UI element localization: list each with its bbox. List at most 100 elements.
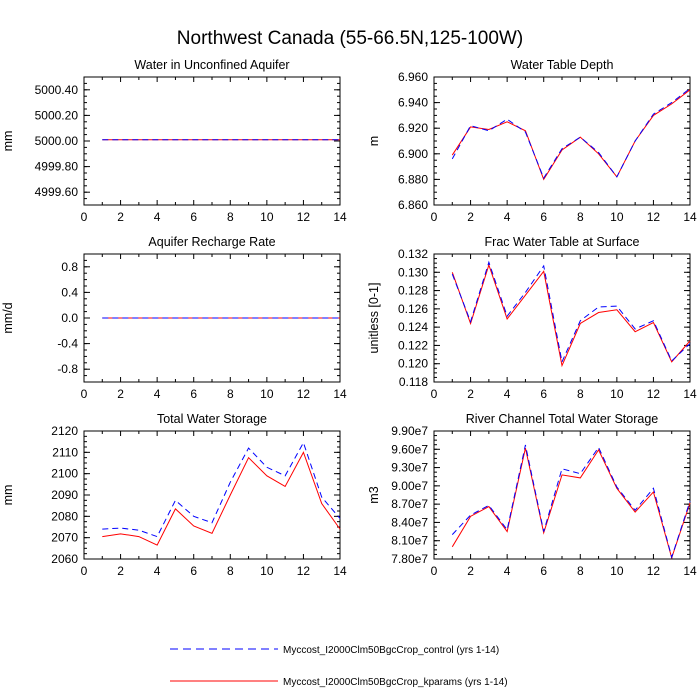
y-tick-label: 9.90e7 (391, 424, 428, 438)
x-tick-label: 4 (154, 210, 161, 224)
x-tick-label: 0 (81, 210, 88, 224)
y-tick-label: 0.8 (61, 260, 78, 274)
y-tick-label: 8.10e7 (391, 534, 428, 548)
y-tick-label: 0.0 (61, 311, 78, 325)
panel-2: Water Table Depth 0 2 4 6 8 10 12 14 6.860 6.880 6.… (367, 58, 697, 224)
y-tick-label: 5000.20 (35, 108, 79, 122)
y-tick-label: 2110 (52, 445, 78, 459)
panel-title: Water Table Depth (511, 58, 614, 72)
x-tick-label: 6 (190, 387, 197, 401)
y-tick-label: 5000.00 (35, 134, 79, 148)
y-tick-label: 2080 (51, 509, 78, 523)
y-tick-label: 6.860 (398, 198, 428, 212)
x-tick-label: 8 (577, 387, 584, 401)
plot-frame (433, 76, 691, 206)
x-tick-label: 4 (504, 564, 511, 578)
x-tick-label: 8 (577, 564, 584, 578)
x-tick-label: 14 (333, 564, 347, 578)
y-tick-label: 0.122 (398, 338, 428, 352)
series-line-control (451, 444, 691, 559)
y-tick-label: 2100 (51, 467, 78, 481)
x-tick-label: 10 (610, 564, 624, 578)
y-tick-label: 6.960 (398, 70, 428, 84)
y-tick-label: 6.940 (398, 96, 428, 110)
x-tick-label: 10 (260, 387, 274, 401)
y-axis-label: m (367, 136, 381, 146)
panel-6: River Channel Total Water Storage 0 2 4 6 8 10… (367, 412, 697, 578)
y-tick-label: 0.124 (398, 320, 428, 334)
y-tick-label: 2090 (51, 488, 78, 502)
x-tick-label: 2 (467, 210, 474, 224)
plot-frame (433, 430, 691, 560)
y-tick-label: 9.00e7 (391, 479, 428, 493)
y-tick-label: 6.880 (398, 172, 428, 186)
x-tick-label: 14 (683, 210, 697, 224)
main-title: Northwest Canada (55-66.5N,125-100W) (177, 28, 523, 49)
y-tick-label: 0.118 (399, 375, 428, 389)
y-tick-label: 9.60e7 (391, 442, 428, 456)
panel-5: Total Water Storage 0 2 4 6 8 10 12 14 2060 2070 20… (1, 412, 347, 578)
x-tick-label: 2 (467, 387, 474, 401)
y-tick-label: 2060 (51, 552, 78, 566)
y-axis-label: mm (1, 485, 15, 506)
panel-title: Aquifer Recharge Rate (148, 235, 275, 249)
x-tick-label: 6 (190, 564, 197, 578)
y-tick-label: 8.70e7 (391, 497, 428, 511)
x-tick-label: 8 (577, 210, 584, 224)
y-tick-label: 4999.60 (35, 185, 79, 199)
y-tick-label: 0.4 (61, 285, 78, 299)
y-tick-label: 5000.40 (35, 83, 79, 97)
x-tick-label: 6 (190, 210, 197, 224)
x-tick-label: 10 (260, 210, 274, 224)
series-line-control (451, 260, 691, 364)
y-tick-label: 0.128 (398, 284, 428, 298)
legend-label-control: Myccost_I2000Clm50BgcCrop_control (yrs 1… (283, 645, 499, 656)
x-tick-label: 4 (154, 564, 161, 578)
y-axis-label: m3 (367, 486, 381, 503)
x-tick-label: 4 (504, 210, 511, 224)
x-tick-label: 0 (431, 210, 438, 224)
x-tick-label: 8 (227, 387, 234, 401)
x-tick-label: 4 (504, 387, 511, 401)
x-tick-label: 12 (297, 210, 311, 224)
x-tick-label: 8 (227, 564, 234, 578)
panel-title: Water in Unconfined Aquifer (134, 58, 289, 72)
x-tick-label: 2 (117, 210, 124, 224)
panel-title: Total Water Storage (157, 412, 267, 426)
y-tick-label: 9.30e7 (391, 461, 428, 475)
y-tick-label: 0.130 (398, 265, 428, 279)
x-tick-label: 10 (610, 387, 624, 401)
y-tick-label: -0.8 (57, 362, 78, 376)
x-tick-label: 10 (260, 564, 274, 578)
y-tick-label: 8.40e7 (391, 515, 428, 529)
x-tick-label: 14 (333, 210, 347, 224)
x-tick-label: 12 (647, 387, 661, 401)
x-tick-label: 10 (610, 210, 624, 224)
x-tick-label: 6 (540, 387, 547, 401)
x-tick-label: 0 (431, 564, 438, 578)
x-tick-label: 14 (683, 387, 697, 401)
x-tick-label: 8 (227, 210, 234, 224)
y-tick-label: 6.920 (398, 121, 428, 135)
y-axis-label: unitless [0-1] (367, 283, 381, 354)
x-tick-label: 0 (431, 387, 438, 401)
x-tick-label: 4 (154, 387, 161, 401)
legend: Myccost_I2000Clm50BgcCrop_control (yrs 1… (170, 645, 508, 688)
x-tick-label: 14 (333, 387, 347, 401)
x-tick-label: 6 (540, 564, 547, 578)
x-tick-label: 2 (467, 564, 474, 578)
y-tick-label: -0.4 (57, 337, 78, 351)
series-line-kparams (102, 451, 341, 546)
plot-frame (83, 76, 341, 206)
x-tick-label: 12 (297, 387, 311, 401)
y-tick-label: 0.120 (398, 357, 428, 371)
y-axis-label: mm (1, 131, 15, 152)
series-line-kparams (451, 89, 691, 181)
x-tick-label: 6 (540, 210, 547, 224)
panel-1: Water in Unconfined Aquifer 0 2 4 6 8 10 12 14 49… (1, 58, 347, 224)
panel-title: Frac Water Table at Surface (485, 235, 640, 249)
x-tick-label: 0 (81, 387, 88, 401)
y-tick-label: 0.126 (398, 302, 428, 316)
